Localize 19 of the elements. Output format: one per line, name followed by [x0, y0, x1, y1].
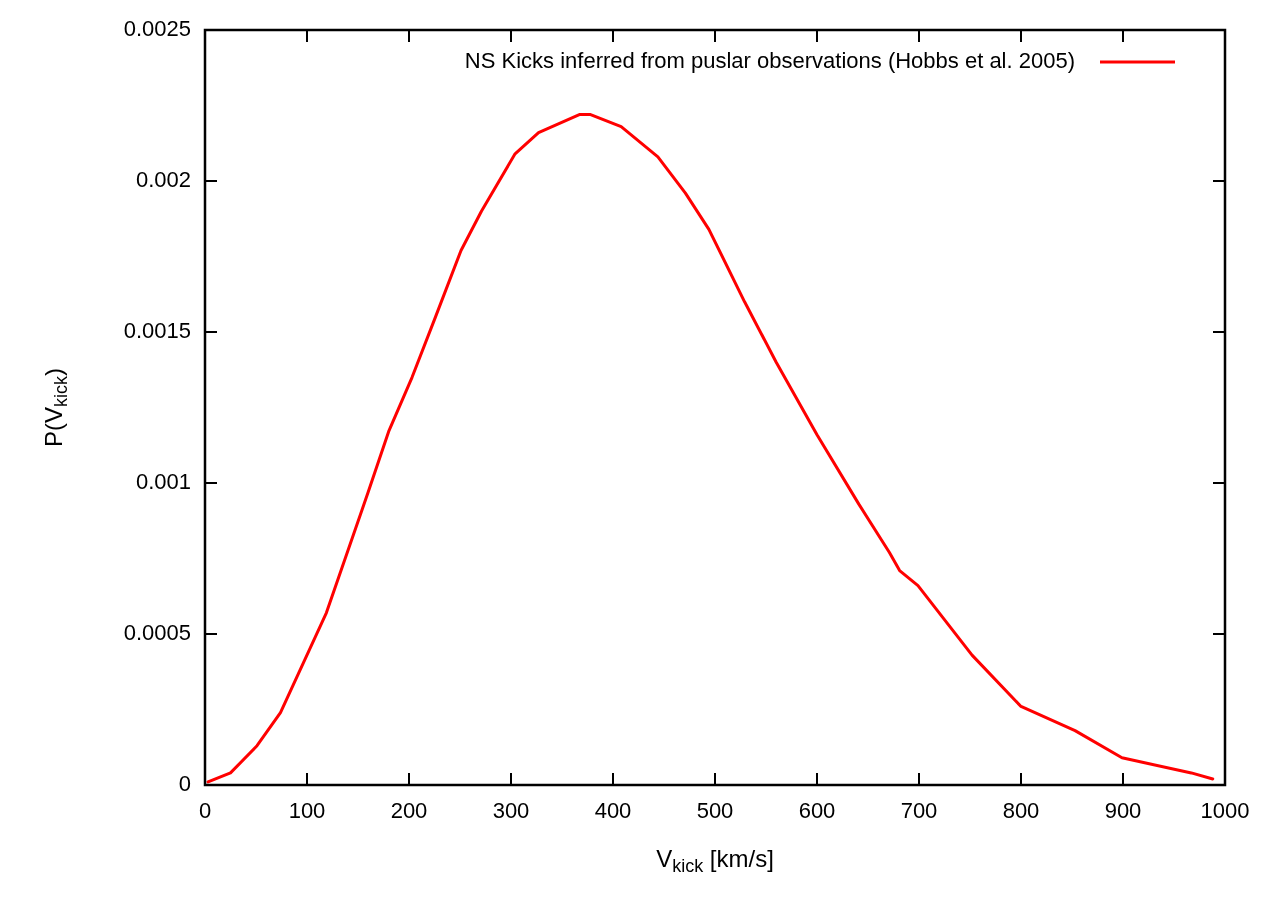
- x-tick-label: 100: [288, 798, 326, 824]
- y-tick-label: 0: [178, 771, 191, 797]
- x-tick-label: 900: [1104, 798, 1142, 824]
- x-tick-label: 800: [1002, 798, 1040, 824]
- x-tick-label: 300: [492, 798, 530, 824]
- y-tick-label: 0.0025: [123, 16, 191, 42]
- y-tick-label: 0.0005: [123, 620, 191, 646]
- y-tick-label: 0.002: [135, 167, 191, 193]
- y-tick-label: 0.001: [135, 469, 191, 495]
- x-tick-label: 1000: [1200, 798, 1250, 824]
- x-tick-label: 700: [900, 798, 938, 824]
- x-tick-label: 0: [198, 798, 212, 824]
- legend-label: NS Kicks inferred from puslar observations (Hobbs et al. 2005): [464, 48, 1075, 74]
- x-tick-label: 200: [390, 798, 428, 824]
- x-tick-label: 500: [696, 798, 734, 824]
- x-tick-label: 600: [798, 798, 836, 824]
- x-tick-label: 400: [594, 798, 632, 824]
- y-tick-label: 0.0015: [123, 318, 191, 344]
- y-axis-title: P(Vkick): [39, 367, 72, 447]
